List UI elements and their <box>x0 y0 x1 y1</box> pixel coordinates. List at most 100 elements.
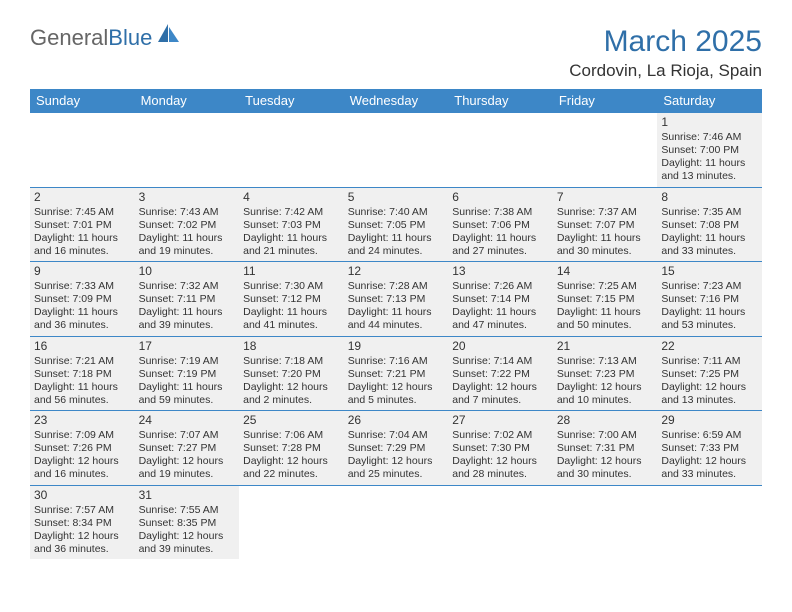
weekday-header: Thursday <box>448 89 553 113</box>
calendar-day-cell <box>344 113 449 188</box>
calendar-day-cell: 23Sunrise: 7:09 AMSunset: 7:26 PMDayligh… <box>30 411 135 486</box>
day-number: 15 <box>661 264 758 279</box>
day-details: Sunrise: 7:26 AMSunset: 7:14 PMDaylight:… <box>452 280 549 333</box>
day-number: 19 <box>348 339 445 354</box>
calendar-day-cell: 31Sunrise: 7:55 AMSunset: 8:35 PMDayligh… <box>135 485 240 559</box>
calendar-week-row: 16Sunrise: 7:21 AMSunset: 7:18 PMDayligh… <box>30 336 762 411</box>
calendar-day-cell: 10Sunrise: 7:32 AMSunset: 7:11 PMDayligh… <box>135 262 240 337</box>
month-title: March 2025 <box>569 25 762 59</box>
day-number: 6 <box>452 190 549 205</box>
day-number: 11 <box>243 264 340 279</box>
calendar-day-cell: 22Sunrise: 7:11 AMSunset: 7:25 PMDayligh… <box>657 336 762 411</box>
calendar-day-cell: 27Sunrise: 7:02 AMSunset: 7:30 PMDayligh… <box>448 411 553 486</box>
calendar-week-row: 9Sunrise: 7:33 AMSunset: 7:09 PMDaylight… <box>30 262 762 337</box>
calendar-day-cell: 7Sunrise: 7:37 AMSunset: 7:07 PMDaylight… <box>553 187 658 262</box>
day-details: Sunrise: 7:45 AMSunset: 7:01 PMDaylight:… <box>34 206 131 259</box>
day-number: 25 <box>243 413 340 428</box>
calendar-day-cell <box>239 113 344 188</box>
day-details: Sunrise: 7:43 AMSunset: 7:02 PMDaylight:… <box>139 206 236 259</box>
day-details: Sunrise: 7:42 AMSunset: 7:03 PMDaylight:… <box>243 206 340 259</box>
day-number: 31 <box>139 488 236 503</box>
weekday-header: Friday <box>553 89 658 113</box>
day-number: 16 <box>34 339 131 354</box>
weekday-header: Wednesday <box>344 89 449 113</box>
calendar-day-cell: 18Sunrise: 7:18 AMSunset: 7:20 PMDayligh… <box>239 336 344 411</box>
day-details: Sunrise: 7:57 AMSunset: 8:34 PMDaylight:… <box>34 504 131 557</box>
day-details: Sunrise: 7:00 AMSunset: 7:31 PMDaylight:… <box>557 429 654 482</box>
day-details: Sunrise: 7:09 AMSunset: 7:26 PMDaylight:… <box>34 429 131 482</box>
calendar-day-cell: 19Sunrise: 7:16 AMSunset: 7:21 PMDayligh… <box>344 336 449 411</box>
calendar-day-cell: 13Sunrise: 7:26 AMSunset: 7:14 PMDayligh… <box>448 262 553 337</box>
calendar-day-cell <box>657 485 762 559</box>
day-number: 24 <box>139 413 236 428</box>
day-details: Sunrise: 7:32 AMSunset: 7:11 PMDaylight:… <box>139 280 236 333</box>
calendar-day-cell: 16Sunrise: 7:21 AMSunset: 7:18 PMDayligh… <box>30 336 135 411</box>
day-details: Sunrise: 7:19 AMSunset: 7:19 PMDaylight:… <box>139 355 236 408</box>
calendar-table: SundayMondayTuesdayWednesdayThursdayFrid… <box>30 89 762 559</box>
day-details: Sunrise: 7:06 AMSunset: 7:28 PMDaylight:… <box>243 429 340 482</box>
day-number: 10 <box>139 264 236 279</box>
day-number: 1 <box>661 115 758 130</box>
day-number: 4 <box>243 190 340 205</box>
day-details: Sunrise: 7:35 AMSunset: 7:08 PMDaylight:… <box>661 206 758 259</box>
calendar-week-row: 30Sunrise: 7:57 AMSunset: 8:34 PMDayligh… <box>30 485 762 559</box>
calendar-day-cell: 5Sunrise: 7:40 AMSunset: 7:05 PMDaylight… <box>344 187 449 262</box>
day-details: Sunrise: 7:28 AMSunset: 7:13 PMDaylight:… <box>348 280 445 333</box>
day-details: Sunrise: 7:37 AMSunset: 7:07 PMDaylight:… <box>557 206 654 259</box>
calendar-day-cell: 1Sunrise: 7:46 AMSunset: 7:00 PMDaylight… <box>657 113 762 188</box>
day-details: Sunrise: 7:40 AMSunset: 7:05 PMDaylight:… <box>348 206 445 259</box>
calendar-day-cell: 30Sunrise: 7:57 AMSunset: 8:34 PMDayligh… <box>30 485 135 559</box>
calendar-day-cell: 24Sunrise: 7:07 AMSunset: 7:27 PMDayligh… <box>135 411 240 486</box>
calendar-body: 1Sunrise: 7:46 AMSunset: 7:00 PMDaylight… <box>30 113 762 560</box>
day-number: 22 <box>661 339 758 354</box>
day-number: 12 <box>348 264 445 279</box>
calendar-week-row: 1Sunrise: 7:46 AMSunset: 7:00 PMDaylight… <box>30 113 762 188</box>
day-number: 3 <box>139 190 236 205</box>
calendar-day-cell <box>553 485 658 559</box>
day-number: 8 <box>661 190 758 205</box>
calendar-day-cell: 29Sunrise: 6:59 AMSunset: 7:33 PMDayligh… <box>657 411 762 486</box>
day-number: 20 <box>452 339 549 354</box>
calendar-day-cell <box>239 485 344 559</box>
day-details: Sunrise: 7:13 AMSunset: 7:23 PMDaylight:… <box>557 355 654 408</box>
title-block: March 2025 Cordovin, La Rioja, Spain <box>569 25 762 81</box>
day-details: Sunrise: 7:38 AMSunset: 7:06 PMDaylight:… <box>452 206 549 259</box>
day-details: Sunrise: 7:14 AMSunset: 7:22 PMDaylight:… <box>452 355 549 408</box>
day-number: 5 <box>348 190 445 205</box>
calendar-day-cell: 3Sunrise: 7:43 AMSunset: 7:02 PMDaylight… <box>135 187 240 262</box>
calendar-day-cell: 4Sunrise: 7:42 AMSunset: 7:03 PMDaylight… <box>239 187 344 262</box>
calendar-day-cell: 25Sunrise: 7:06 AMSunset: 7:28 PMDayligh… <box>239 411 344 486</box>
calendar-week-row: 23Sunrise: 7:09 AMSunset: 7:26 PMDayligh… <box>30 411 762 486</box>
day-details: Sunrise: 7:30 AMSunset: 7:12 PMDaylight:… <box>243 280 340 333</box>
day-details: Sunrise: 7:11 AMSunset: 7:25 PMDaylight:… <box>661 355 758 408</box>
calendar-day-cell: 15Sunrise: 7:23 AMSunset: 7:16 PMDayligh… <box>657 262 762 337</box>
calendar-day-cell <box>135 113 240 188</box>
day-details: Sunrise: 7:02 AMSunset: 7:30 PMDaylight:… <box>452 429 549 482</box>
calendar-day-cell: 20Sunrise: 7:14 AMSunset: 7:22 PMDayligh… <box>448 336 553 411</box>
logo-text-2: Blue <box>108 25 152 51</box>
day-number: 28 <box>557 413 654 428</box>
day-details: Sunrise: 7:23 AMSunset: 7:16 PMDaylight:… <box>661 280 758 333</box>
day-number: 23 <box>34 413 131 428</box>
calendar-day-cell: 28Sunrise: 7:00 AMSunset: 7:31 PMDayligh… <box>553 411 658 486</box>
day-details: Sunrise: 7:25 AMSunset: 7:15 PMDaylight:… <box>557 280 654 333</box>
day-number: 21 <box>557 339 654 354</box>
weekday-header: Tuesday <box>239 89 344 113</box>
day-number: 13 <box>452 264 549 279</box>
calendar-day-cell <box>30 113 135 188</box>
day-number: 30 <box>34 488 131 503</box>
calendar-day-cell: 2Sunrise: 7:45 AMSunset: 7:01 PMDaylight… <box>30 187 135 262</box>
logo: GeneralBlue <box>30 25 181 51</box>
location: Cordovin, La Rioja, Spain <box>569 61 762 81</box>
calendar-day-cell <box>448 485 553 559</box>
logo-text-1: General <box>30 25 108 51</box>
calendar-day-cell <box>344 485 449 559</box>
day-details: Sunrise: 7:04 AMSunset: 7:29 PMDaylight:… <box>348 429 445 482</box>
day-number: 29 <box>661 413 758 428</box>
day-details: Sunrise: 7:16 AMSunset: 7:21 PMDaylight:… <box>348 355 445 408</box>
header: GeneralBlue March 2025 Cordovin, La Rioj… <box>30 25 762 81</box>
calendar-day-cell: 6Sunrise: 7:38 AMSunset: 7:06 PMDaylight… <box>448 187 553 262</box>
weekday-header: Sunday <box>30 89 135 113</box>
day-details: Sunrise: 7:21 AMSunset: 7:18 PMDaylight:… <box>34 355 131 408</box>
day-details: Sunrise: 7:18 AMSunset: 7:20 PMDaylight:… <box>243 355 340 408</box>
